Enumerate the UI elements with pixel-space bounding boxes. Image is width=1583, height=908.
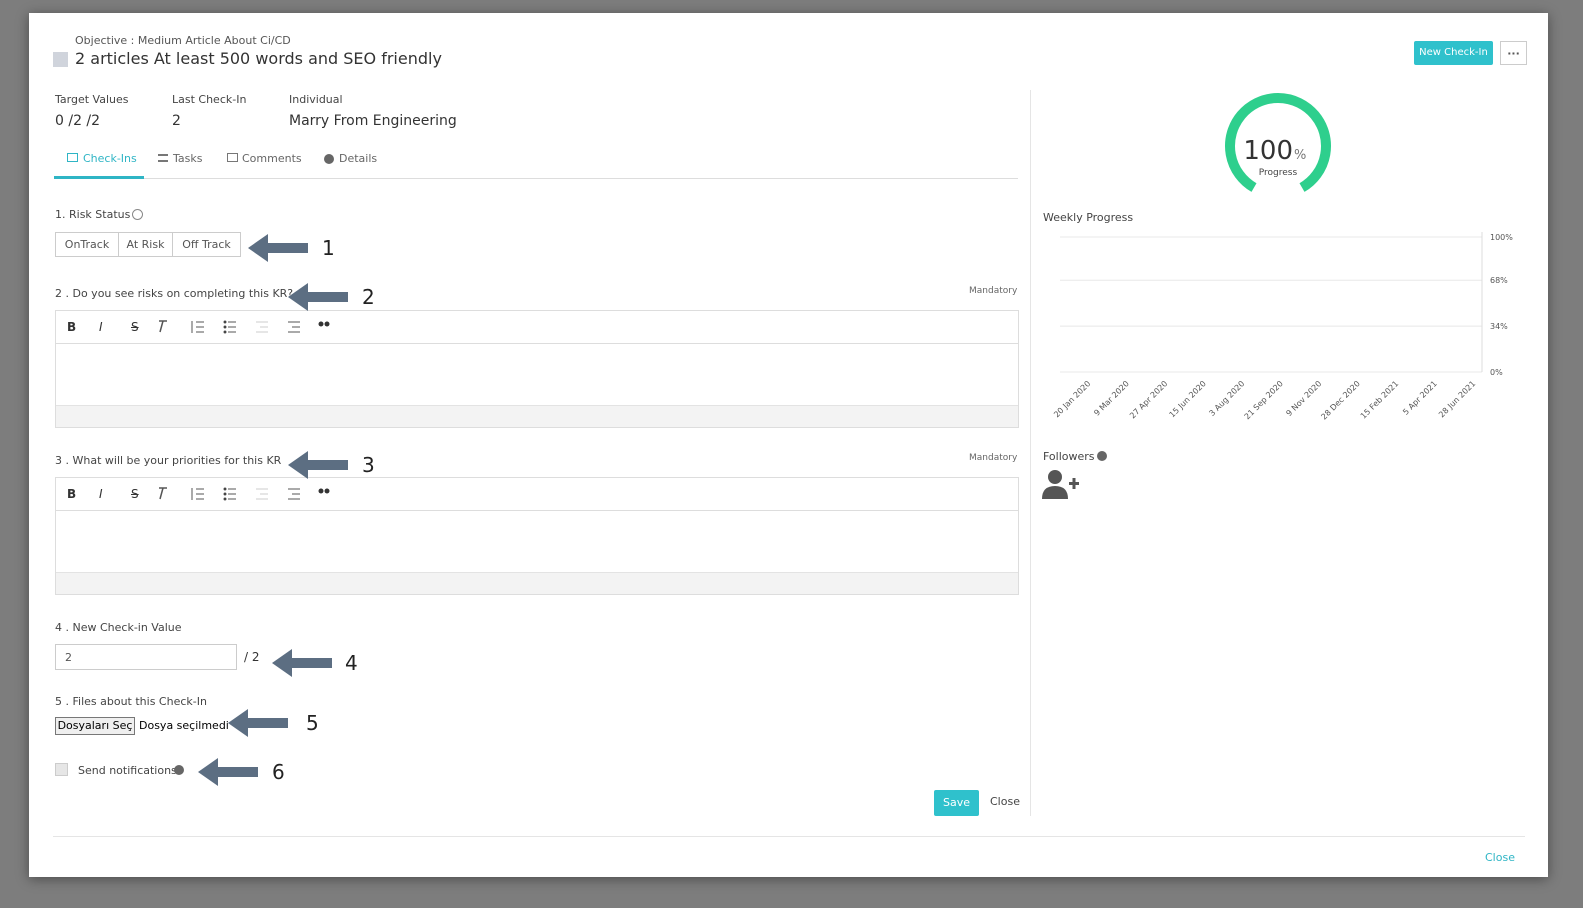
- footer-close[interactable]: Close: [1485, 851, 1515, 864]
- tab[interactable]: Tasks: [173, 152, 203, 165]
- arrow: [248, 234, 308, 262]
- stat-label: Target Values: [55, 93, 129, 106]
- title: 2 articles At least 500 words and SEO fr…: [75, 49, 442, 68]
- field-label: 4 . New Check-in Value: [55, 621, 182, 634]
- y-tick-label: 68%: [1490, 276, 1508, 285]
- annotation-number: 6: [272, 760, 285, 784]
- italic-button[interactable]: I: [99, 320, 103, 334]
- strike-button[interactable]: S: [131, 487, 139, 501]
- info-icon: [174, 765, 184, 775]
- bold-button[interactable]: B: [67, 320, 77, 334]
- help-icon: [132, 209, 143, 220]
- toolbar: B I S: [56, 311, 1018, 344]
- stat-value: Marry From Engineering: [289, 113, 457, 129]
- info-icon: [1097, 451, 1107, 461]
- active-tab-indicator: [54, 176, 144, 179]
- field-label: 3 . What will be your priorities for thi…: [55, 454, 282, 467]
- x-tick-label: 27 Apr 2020: [1128, 379, 1169, 420]
- arrow: [288, 451, 348, 479]
- objective: Objective : Medium Article About Ci/CD: [75, 34, 291, 47]
- footer-border: [53, 836, 1525, 837]
- x-tick-label: 20 Jan 2020: [1052, 379, 1092, 419]
- arrow: [272, 649, 332, 677]
- status-bar: [56, 405, 1018, 427]
- new-checkin-button[interactable]: New Check-In: [1414, 41, 1493, 65]
- strike-button[interactable]: S: [131, 320, 139, 334]
- tab[interactable]: Details: [339, 152, 378, 165]
- x-tick-label: 15 Feb 2021: [1359, 379, 1401, 421]
- tab[interactable]: Check-Ins: [83, 152, 137, 165]
- mandatory: Mandatory: [969, 286, 1018, 296]
- annotation-number: 5: [306, 711, 319, 735]
- mandatory: Mandatory: [969, 453, 1018, 463]
- gauge-unit: %: [1294, 148, 1306, 163]
- field-label: 1. Risk Status: [55, 208, 131, 221]
- arrow: [228, 709, 288, 737]
- more-button[interactable]: ···: [1500, 41, 1527, 65]
- stat-label: Individual: [289, 93, 343, 106]
- divider: [1030, 90, 1031, 816]
- x-tick-label: 15 Jun 2020: [1168, 379, 1208, 419]
- annotation-number: 1: [322, 236, 335, 260]
- arrow: [288, 283, 348, 311]
- toolbar-icons: [159, 487, 330, 501]
- tab-border: [54, 178, 1018, 179]
- field-label: 2 . Do you see risks on completing this …: [55, 287, 294, 300]
- italic-button[interactable]: I: [99, 487, 103, 501]
- checkin-input[interactable]: 2: [55, 644, 237, 670]
- gauge-arc: [1225, 93, 1331, 192]
- file-button[interactable]: Dosyaları Seç: [55, 717, 135, 735]
- x-tick-label: 5 Apr 2021: [1401, 379, 1439, 417]
- x-tick-label: 28 Jun 2021: [1437, 379, 1477, 419]
- gauge-value: 100: [1243, 136, 1293, 166]
- x-tick-label: 9 Mar 2020: [1092, 379, 1131, 418]
- risk-option[interactable]: At Risk: [118, 232, 173, 257]
- risk-option[interactable]: Off Track: [172, 232, 241, 257]
- annotation-number: 4: [345, 651, 358, 675]
- file-status: Dosya seçilmedi: [139, 719, 229, 732]
- status-bar: [56, 572, 1018, 594]
- bold-button[interactable]: B: [67, 487, 77, 501]
- rich-editor[interactable]: B I S: [55, 477, 1019, 595]
- x-tick-label: 3 Aug 2020: [1207, 379, 1246, 418]
- y-tick-label: 34%: [1490, 322, 1508, 331]
- arrow: [198, 758, 258, 786]
- tab-icon: [158, 154, 168, 162]
- annotation-number: 3: [362, 453, 375, 477]
- field-label: 5 . Files about this Check-In: [55, 695, 207, 708]
- stat-label: Last Check-In: [172, 93, 247, 106]
- toolbar: B I S: [56, 478, 1018, 511]
- stat-value: 0 /2 /2: [55, 113, 101, 129]
- risk-option[interactable]: OnTrack: [55, 232, 119, 257]
- y-tick-label: 0%: [1490, 368, 1503, 377]
- stat-value: 2: [172, 113, 181, 129]
- x-tick-label: 21 Sep 2020: [1243, 379, 1285, 421]
- add-follower-icon[interactable]: [1042, 469, 1082, 501]
- tab-icon: [227, 153, 238, 162]
- tab-icon: [67, 153, 78, 162]
- input-suffix: / 2: [244, 650, 260, 664]
- modal: [29, 13, 1548, 877]
- x-tick-label: 28 Dec 2020: [1319, 379, 1362, 422]
- rich-editor[interactable]: B I S: [55, 310, 1019, 428]
- tab[interactable]: Comments: [242, 152, 302, 165]
- save-button[interactable]: Save: [934, 790, 979, 816]
- gauge-label: Progress: [1259, 168, 1298, 178]
- followers-label: Followers: [1043, 450, 1095, 463]
- chart-title: Weekly Progress: [1043, 211, 1133, 224]
- tab-icon: [324, 154, 334, 164]
- notify-checkbox[interactable]: [55, 763, 68, 776]
- checkbox-label: Send notifications: [78, 764, 177, 777]
- close-link[interactable]: Close: [990, 795, 1020, 808]
- x-tick-label: 9 Nov 2020: [1284, 379, 1323, 418]
- color-square: [53, 52, 68, 67]
- toolbar-icons: [159, 320, 330, 334]
- annotation-number: 2: [362, 285, 375, 309]
- y-tick-label: 100%: [1490, 233, 1513, 242]
